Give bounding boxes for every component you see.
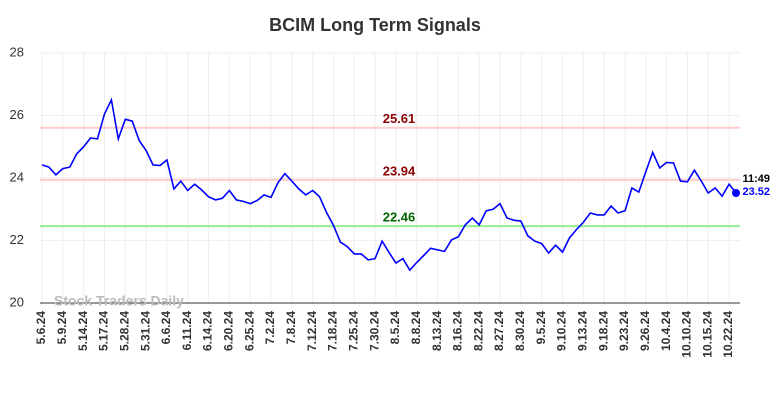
x-tick-label: 9.26.24 (638, 311, 652, 351)
y-tick-label: 26 (10, 107, 24, 122)
y-tick-label: 28 (10, 44, 24, 59)
x-tick-label: 10.4.24 (659, 311, 673, 351)
watermark: Stock Traders Daily (54, 293, 184, 309)
price-line (41, 97, 737, 272)
x-tick-label: 5.6.24 (34, 311, 48, 345)
x-tick-label: 5.17.24 (97, 311, 111, 351)
x-tick-label: 8.22.24 (471, 311, 485, 351)
x-tick-label: 8.8.24 (409, 311, 423, 345)
x-tick-label: 6.14.24 (201, 311, 215, 351)
x-tick-label: 10.10.24 (680, 311, 694, 358)
x-tick-label: 8.30.24 (513, 311, 527, 351)
x-tick-label: 5.28.24 (117, 311, 131, 351)
x-tick-label: 7.25.24 (346, 311, 360, 351)
x-tick-label: 9.5.24 (534, 311, 548, 345)
chart-title: BCIM Long Term Signals (269, 15, 481, 35)
x-tick-label: 7.12.24 (305, 311, 319, 351)
last-point (732, 189, 740, 197)
x-tick-label: 8.5.24 (388, 311, 402, 345)
x-tick-label: 6.11.24 (180, 311, 194, 351)
x-tick-label: 9.10.24 (555, 311, 569, 351)
y-tick-label: 24 (10, 169, 24, 184)
x-tick-label: 8.16.24 (451, 311, 465, 351)
x-tick-label: 5.31.24 (138, 311, 152, 351)
x-tick-label: 7.8.24 (284, 311, 298, 345)
x-tick-label: 8.13.24 (430, 311, 444, 351)
x-tick-label: 9.13.24 (575, 311, 589, 351)
x-tick-label: 6.6.24 (159, 311, 173, 345)
x-tick-label: 7.18.24 (326, 311, 340, 351)
x-tick-label: 5.14.24 (76, 311, 90, 351)
reference-label: 22.46 (383, 210, 416, 225)
x-tick-label: 6.25.24 (242, 311, 256, 351)
x-tick-label: 8.27.24 (492, 311, 506, 351)
x-tick-label: 7.30.24 (367, 311, 381, 351)
reference-label: 23.94 (383, 163, 416, 178)
reference-label: 25.61 (383, 111, 416, 126)
y-tick-label: 22 (10, 232, 24, 247)
x-tick-label: 10.15.24 (700, 311, 714, 358)
x-tick-label: 10.22.24 (721, 311, 735, 358)
last-time: 11:49 (742, 173, 770, 185)
last-value: 23.52 (742, 186, 770, 198)
x-tick-label: 7.2.24 (263, 311, 277, 345)
x-tick-label: 6.20.24 (222, 311, 236, 351)
x-tick-label: 9.23.24 (617, 311, 631, 351)
y-tick-label: 20 (10, 294, 24, 309)
x-tick-label: 5.9.24 (55, 311, 69, 345)
x-tick-label: 9.18.24 (596, 311, 610, 351)
